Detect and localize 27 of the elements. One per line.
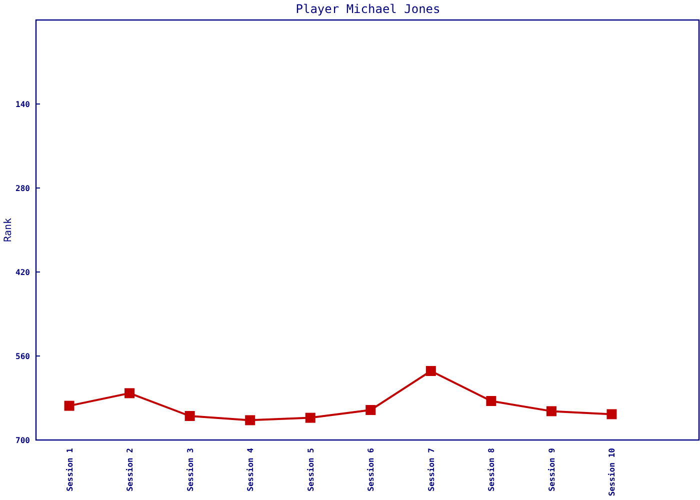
y-tick-label: 140 — [16, 100, 30, 109]
y-tick-label: 420 — [16, 268, 30, 277]
x-tick-label: Session 9 — [547, 448, 556, 492]
x-tick-label: Session 8 — [487, 448, 496, 492]
point — [124, 388, 135, 398]
point — [305, 412, 316, 423]
point — [184, 411, 195, 421]
point — [245, 415, 256, 426]
x-tick-label: Session 5 — [306, 448, 316, 492]
x-tick-label: Session 10 — [608, 448, 617, 496]
x-tick-label: Session 3 — [186, 448, 195, 492]
y-axis-title: Rank — [3, 218, 14, 242]
y-tick-label: 700 — [16, 436, 30, 445]
point — [64, 400, 74, 411]
y-tick-label: 560 — [16, 352, 30, 361]
x-tick-label: Session 6 — [366, 448, 376, 492]
point — [426, 366, 436, 376]
point — [546, 406, 556, 416]
point — [606, 409, 617, 420]
point — [486, 396, 496, 406]
point — [366, 405, 376, 415]
x-tick-label: Session 2 — [126, 448, 135, 492]
x-tick-label: Session 7 — [426, 448, 436, 492]
chart-title: Player Michael Jones — [296, 2, 440, 16]
x-tick-label: Session 1 — [65, 448, 74, 492]
x-tick-label: Session 4 — [246, 448, 256, 492]
y-tick-label: 280 — [16, 184, 30, 193]
